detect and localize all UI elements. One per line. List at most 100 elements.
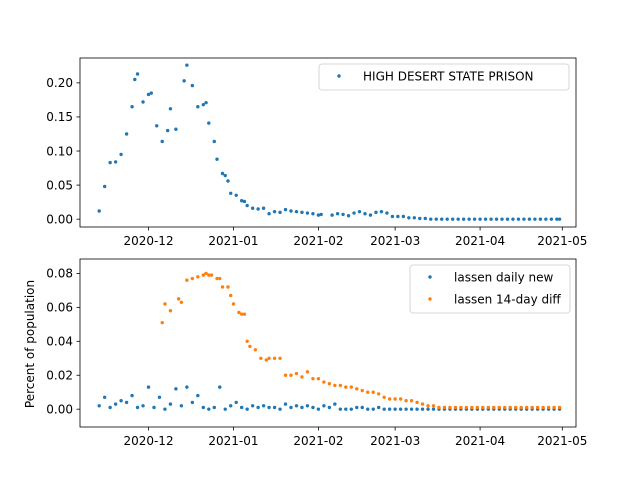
- data-point: [204, 100, 208, 105]
- data-point: [344, 407, 348, 411]
- data-point: [97, 209, 101, 213]
- data-point: [409, 399, 414, 403]
- data-point: [245, 203, 249, 208]
- data-point: [201, 273, 206, 277]
- data-point: [207, 407, 211, 411]
- data-point: [450, 217, 455, 221]
- data-point: [316, 376, 321, 381]
- data-point: [516, 217, 521, 221]
- data-point: [311, 212, 315, 216]
- data-point: [124, 400, 129, 405]
- data-point: [267, 212, 271, 216]
- data-point: [355, 405, 359, 410]
- data-point: [278, 356, 282, 360]
- data-point: [478, 217, 482, 221]
- data-point: [226, 285, 230, 289]
- data-point: [346, 214, 351, 218]
- data-point: [207, 273, 211, 277]
- data-point: [445, 217, 449, 221]
- data-point: [366, 390, 370, 394]
- y-tick-label: 0.15: [46, 110, 73, 124]
- data-point: [163, 302, 167, 306]
- legend-marker: [337, 74, 341, 78]
- data-point: [226, 179, 230, 183]
- data-point: [398, 407, 403, 411]
- data-point: [234, 193, 238, 198]
- data-point: [248, 344, 252, 349]
- data-point: [316, 213, 321, 217]
- data-point: [486, 405, 491, 410]
- data-point: [300, 375, 304, 379]
- data-point: [368, 213, 373, 217]
- data-point: [272, 356, 277, 360]
- data-point: [464, 405, 469, 410]
- data-point: [119, 152, 123, 157]
- x-tick-label: 2021-04: [455, 234, 505, 248]
- data-point: [415, 407, 419, 411]
- data-point: [349, 407, 353, 411]
- data-point: [234, 400, 238, 405]
- data-point: [418, 216, 422, 221]
- data-point: [207, 121, 211, 125]
- data-point: [209, 273, 214, 277]
- data-point: [294, 209, 299, 214]
- data-point: [242, 312, 247, 316]
- data-point: [557, 217, 562, 221]
- data-point: [231, 302, 236, 306]
- legend-marker: [428, 297, 432, 301]
- data-point: [352, 211, 356, 215]
- data-point: [256, 405, 260, 410]
- data-point: [278, 407, 282, 411]
- data-point: [165, 128, 170, 133]
- data-point: [396, 214, 400, 219]
- data-point: [185, 63, 189, 67]
- data-point: [470, 405, 474, 410]
- data-point: [102, 395, 107, 399]
- data-point: [220, 285, 225, 289]
- data-point: [218, 385, 222, 389]
- data-point: [319, 212, 323, 217]
- data-point: [385, 211, 389, 215]
- data-point: [108, 160, 112, 165]
- data-point: [549, 217, 554, 221]
- data-point: [371, 407, 375, 411]
- data-point: [130, 105, 134, 109]
- data-point: [190, 400, 195, 405]
- data-point: [456, 217, 460, 221]
- data-point: [544, 217, 548, 221]
- data-point: [135, 405, 140, 410]
- data-point: [322, 380, 326, 384]
- axes-frame: [79, 258, 577, 428]
- data-point: [541, 405, 545, 410]
- data-point: [229, 191, 233, 195]
- data-point: [524, 405, 529, 410]
- data-point: [141, 404, 145, 408]
- data-point: [511, 217, 515, 221]
- data-point: [215, 276, 219, 281]
- data-point: [371, 390, 375, 394]
- y-axis-label-percent-of-population: Percent of population: [23, 280, 37, 408]
- data-point: [492, 405, 496, 410]
- data-point: [196, 105, 200, 109]
- data-point: [387, 407, 392, 411]
- x-tick-label: 2021-02: [293, 434, 343, 448]
- data-point: [431, 407, 436, 411]
- legend: HIGH DESERT STATE PRISON: [318, 63, 570, 91]
- x-tick-label: 2021-05: [537, 434, 587, 448]
- data-point: [179, 300, 184, 304]
- data-point: [377, 405, 381, 410]
- data-point: [341, 212, 345, 217]
- data-point: [398, 397, 403, 401]
- data-point: [500, 217, 504, 221]
- data-point: [557, 405, 562, 410]
- legend-marker: [428, 275, 432, 279]
- data-point: [220, 171, 225, 176]
- data-point: [146, 385, 151, 389]
- x-tick-label: 2021-04: [455, 434, 505, 448]
- data-point: [163, 407, 167, 411]
- y-tick-label: 0.05: [46, 178, 73, 192]
- data-point: [168, 107, 173, 111]
- data-point: [261, 404, 266, 408]
- data-point: [300, 210, 304, 215]
- data-point: [407, 216, 411, 220]
